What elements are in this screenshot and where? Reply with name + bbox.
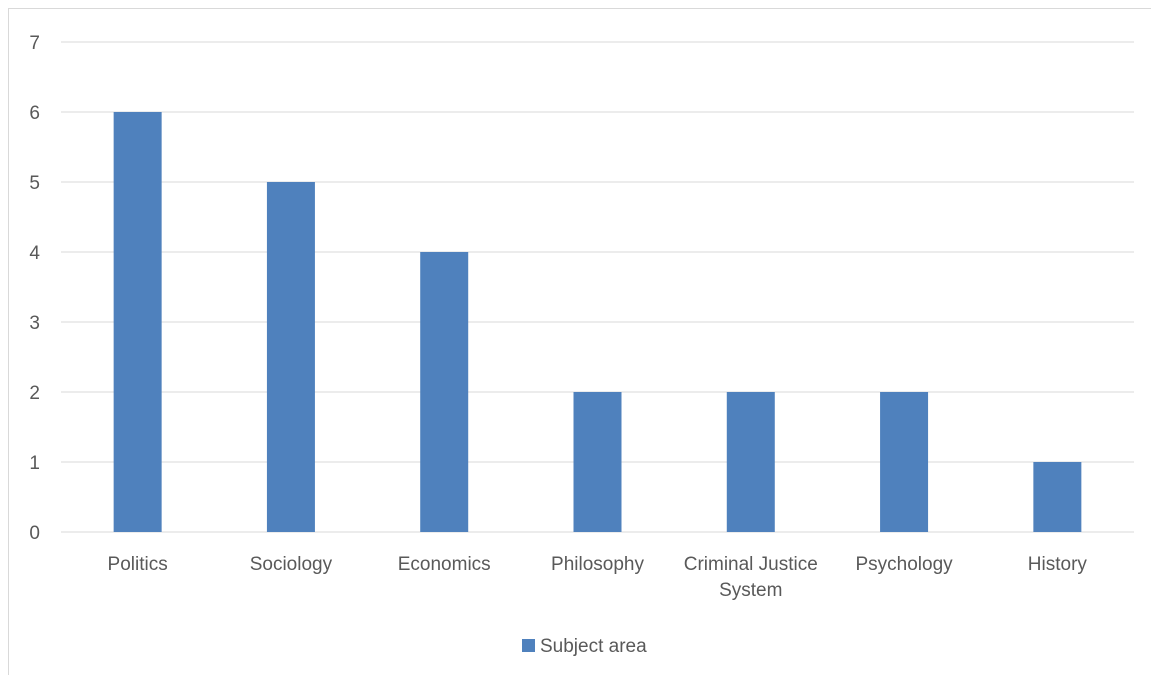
x-category-label-line: Sociology bbox=[250, 554, 333, 575]
x-category-label: Philosophy bbox=[551, 554, 644, 575]
legend-label: Subject area bbox=[540, 636, 647, 657]
y-tick-label: 2 bbox=[29, 383, 40, 404]
y-tick-label: 6 bbox=[29, 103, 40, 124]
x-category-label: Politics bbox=[108, 554, 168, 575]
y-tick-label: 5 bbox=[29, 173, 40, 194]
y-tick-label: 0 bbox=[29, 523, 40, 544]
x-category-label-line: Politics bbox=[108, 554, 168, 575]
bar-0 bbox=[113, 112, 162, 532]
bar-4 bbox=[726, 392, 775, 532]
bar-1 bbox=[266, 182, 315, 532]
y-tick-label: 7 bbox=[29, 33, 40, 54]
x-category-label-line: Philosophy bbox=[551, 554, 644, 575]
x-category-label: Criminal Justice System bbox=[684, 554, 818, 601]
x-category-label-line: System bbox=[719, 580, 782, 601]
bar-2 bbox=[420, 252, 469, 532]
y-axis-tick-labels: 0 1 2 3 4 5 6 7 bbox=[29, 33, 40, 544]
bar-5 bbox=[880, 392, 929, 532]
x-category-label-line: History bbox=[1028, 554, 1088, 575]
legend: Subject area bbox=[522, 636, 647, 657]
x-axis-category-labels: Politics Sociology Economics Philosophy Crim… bbox=[108, 554, 1088, 601]
chart-frame bbox=[8, 8, 1151, 675]
legend-swatch bbox=[522, 639, 535, 652]
x-category-label-line: Economics bbox=[398, 554, 491, 575]
x-category-label-line: Criminal Justice bbox=[684, 554, 818, 575]
y-tick-label: 1 bbox=[29, 453, 40, 474]
y-tick-label: 4 bbox=[29, 243, 40, 264]
x-category-label-line: Psychology bbox=[855, 554, 953, 575]
x-category-label: Economics bbox=[398, 554, 491, 575]
x-category-label: Sociology bbox=[250, 554, 333, 575]
x-category-label: Psychology bbox=[855, 554, 953, 575]
x-category-label: History bbox=[1028, 554, 1088, 575]
bar-3 bbox=[573, 392, 622, 532]
bars bbox=[113, 112, 1082, 532]
y-tick-label: 3 bbox=[29, 313, 40, 334]
bar-6 bbox=[1033, 462, 1082, 532]
